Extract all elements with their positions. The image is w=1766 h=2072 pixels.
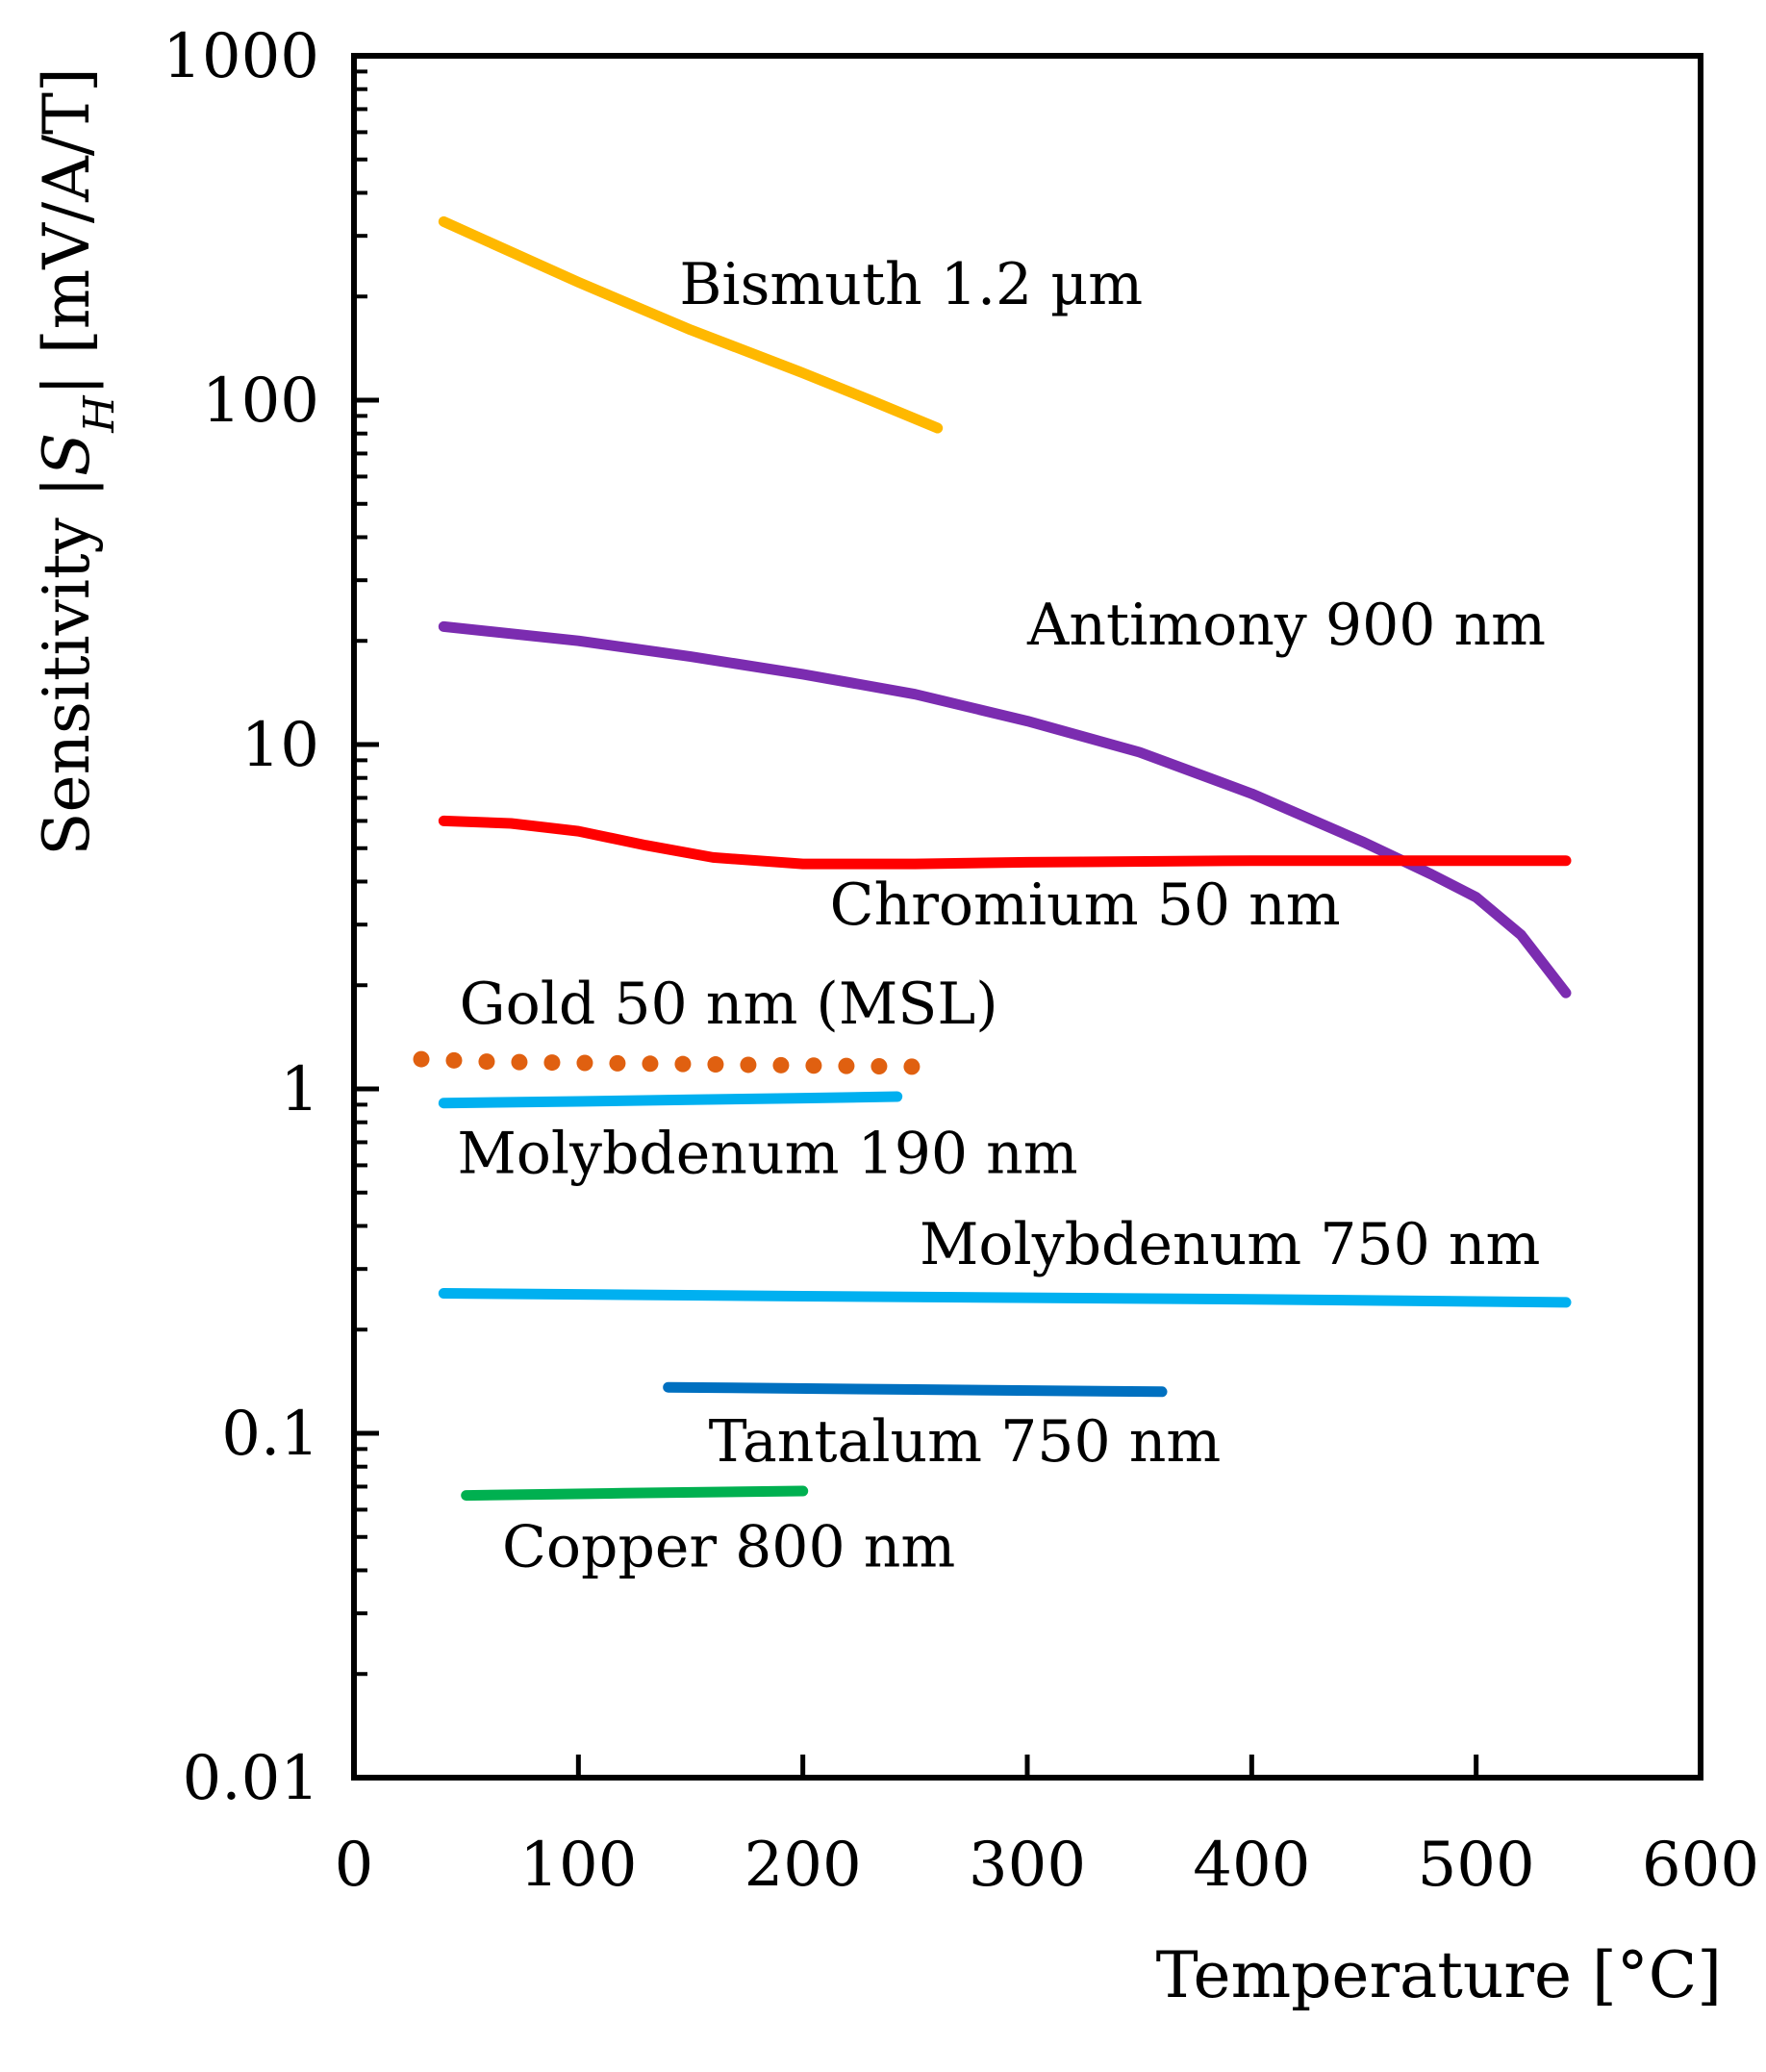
series-point-gold-50-nm-msl (707, 1056, 724, 1074)
y-tick-label: 1 (280, 1054, 319, 1125)
series-label-chromium-50-nm: Chromium 50 nm (830, 872, 1341, 939)
y-axis-title-suffix: | [mV/A/T] (30, 67, 104, 395)
series-label-molybdenum-190-nm: Molybdenum 190 nm (457, 1120, 1077, 1187)
series-label-tantalum-750-nm: Tantalum 750 nm (709, 1408, 1222, 1476)
plot-frame (351, 53, 1703, 1781)
x-axis-title: Temperature [°C] (1156, 1938, 1722, 2012)
x-tick-label: 200 (744, 1830, 862, 1901)
series-label-bismuth-1-2-m: Bismuth 1.2 µm (679, 251, 1143, 318)
series-label-gold-50-nm-msl: Gold 50 nm (MSL) (460, 971, 998, 1038)
y-axis-title-symbol: S (30, 433, 104, 476)
labels-group: Bismuth 1.2 µm Antimony 900 nm Chromium 50… (457, 251, 1546, 1580)
series-line-chromium-50-nm (438, 815, 1572, 870)
y-tick-label: 0.1 (221, 1399, 319, 1470)
series-point-gold-50-nm-msl (674, 1055, 692, 1073)
series-point-gold-50-nm-msl (511, 1053, 528, 1071)
y-tick-label: 10 (241, 710, 319, 781)
ticks-group: 0 100 200 300 400 500 600 0.01 0.1 1 10 100 1000 (163, 21, 1759, 1901)
series-point-gold-50-nm-msl (642, 1055, 659, 1073)
series-point-gold-50-nm-msl (740, 1056, 757, 1074)
y-tick-label: 1000 (163, 21, 319, 92)
y-tick-label: 0.01 (183, 1743, 320, 1814)
series-line-antimony-900-nm (438, 620, 1572, 998)
x-tick-label: 400 (1193, 1830, 1310, 1901)
series-point-gold-50-nm-msl (543, 1054, 561, 1072)
series-point-gold-50-nm-msl (478, 1053, 495, 1071)
series-group (413, 215, 1572, 1502)
x-tick-label: 300 (969, 1830, 1086, 1901)
series-label-antimony-900-nm: Antimony 900 nm (1026, 592, 1546, 659)
series-label-molybdenum-750-nm: Molybdenum 750 nm (920, 1211, 1540, 1278)
series-point-gold-50-nm-msl (903, 1058, 921, 1075)
series-line-copper-800-nm (461, 1485, 809, 1502)
series-point-gold-50-nm-msl (609, 1054, 626, 1072)
x-tick-label: 0 (335, 1830, 374, 1901)
series-point-gold-50-nm-msl (413, 1050, 430, 1068)
x-tick-label: 600 (1642, 1830, 1759, 1901)
series-line-bismuth-1-2-m (438, 215, 944, 434)
series-line-molybdenum-190-nm (438, 1091, 903, 1109)
series-point-gold-50-nm-msl (445, 1051, 463, 1069)
x-tick-label: 100 (519, 1830, 637, 1901)
series-line-tantalum-750-nm (663, 1381, 1168, 1398)
series-point-gold-50-nm-msl (805, 1057, 822, 1074)
series-point-gold-50-nm-msl (772, 1056, 790, 1074)
y-axis-title-prefix: Sensitivity | (30, 476, 104, 856)
series-line-molybdenum-750-nm (438, 1288, 1572, 1308)
series-point-gold-50-nm-msl (838, 1057, 855, 1074)
x-tick-label: 500 (1418, 1830, 1535, 1901)
series-point-gold-50-nm-msl (870, 1057, 888, 1074)
y-axis-title: Sensitivity |SH| [mV/A/T] (30, 67, 124, 856)
y-axis-title-subscript: H (75, 394, 124, 434)
series-point-gold-50-nm-msl (576, 1054, 593, 1072)
series-label-copper-800-nm: Copper 800 nm (502, 1514, 955, 1581)
y-tick-label: 100 (202, 366, 319, 437)
